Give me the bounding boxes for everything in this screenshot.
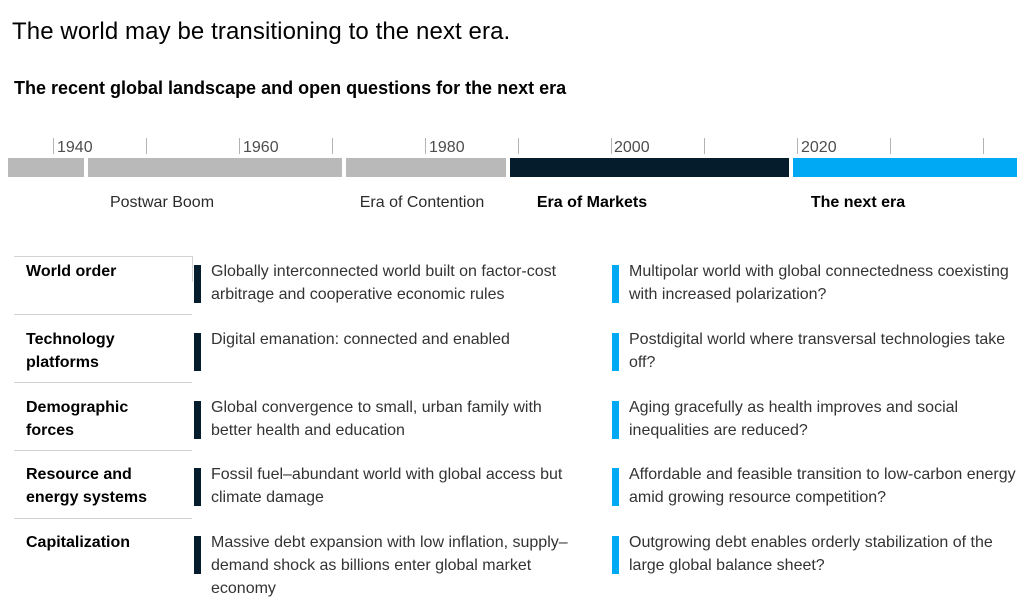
era-bar-prewar: [8, 158, 84, 177]
row-label-technology-platforms: Technology platforms: [26, 331, 115, 371]
row-rule: [14, 382, 192, 383]
next-era-text: Multipolar world with global connectedne…: [629, 263, 1009, 303]
row-label-world-order: World order: [26, 263, 117, 280]
next-era-marker: [612, 333, 619, 371]
era-label-era-of-markets: Era of Markets: [536, 194, 648, 211]
next-era-text: Postdigital world where transversal tech…: [629, 331, 1006, 371]
recent-era-text: Global convergence to small, urban famil…: [211, 399, 542, 439]
timeline-tick: [425, 138, 426, 154]
timeline-tick: [239, 138, 240, 154]
row-rule: [14, 256, 192, 257]
timeline-tick: [146, 138, 147, 154]
year-label-2020: 2020: [801, 139, 837, 156]
row-rule: [14, 314, 192, 315]
page-title: The world may be transitioning to the ne…: [12, 18, 511, 45]
recent-era-text: Globally interconnected world built on f…: [211, 263, 557, 303]
era-bar-next-era: [793, 158, 1017, 177]
row-label-resource-energy-systems: Resource and energy systems: [26, 466, 147, 506]
era-label-next-era: The next era: [810, 194, 906, 211]
row-divider-vertical: [192, 256, 193, 282]
next-era-text: Affordable and feasible transition to lo…: [629, 466, 1016, 506]
timeline-tick: [983, 138, 984, 154]
row-rule: [14, 518, 192, 519]
year-label-1980: 1980: [429, 139, 465, 156]
next-era-marker: [612, 468, 619, 506]
year-label-1940: 1940: [57, 139, 93, 156]
era-label-postwar-boom: Postwar Boom: [109, 194, 215, 211]
recent-era-marker: [194, 536, 201, 574]
recent-era-marker: [194, 468, 201, 506]
recent-era-marker: [194, 265, 201, 303]
era-bar-postwar-boom: [88, 158, 342, 177]
era-bar-era-of-contention: [346, 158, 506, 177]
recent-era-text: Massive debt expansion with low inflatio…: [211, 534, 568, 597]
timeline-tick: [797, 138, 798, 154]
timeline-tick: [518, 138, 519, 154]
next-era-marker: [612, 265, 619, 303]
recent-era-marker: [194, 401, 201, 439]
year-label-1960: 1960: [243, 139, 279, 156]
era-label-era-of-contention: Era of Contention: [359, 194, 485, 211]
timeline-tick: [332, 138, 333, 154]
recent-era-text: Digital emanation: connected and enabled: [211, 331, 510, 348]
next-era-marker: [612, 401, 619, 439]
timeline-tick: [611, 138, 612, 154]
row-label-demographic-forces: Demographic forces: [26, 399, 129, 439]
recent-era-marker: [194, 333, 201, 371]
chart-subtitle: The recent global landscape and open que…: [14, 78, 567, 98]
era-bar-era-of-markets: [510, 158, 789, 177]
era-timeline: 1940 1960 1980 2000 2020 Postwar Boom Er…: [0, 130, 1024, 230]
timeline-tick: [53, 138, 54, 154]
row-label-capitalization: Capitalization: [26, 534, 131, 551]
next-era-marker: [612, 536, 619, 574]
next-era-text: Aging gracefully as health improves and …: [629, 399, 959, 439]
timeline-tick: [890, 138, 891, 154]
year-label-2000: 2000: [614, 139, 650, 156]
recent-era-text: Fossil fuel–abundant world with global a…: [211, 466, 563, 506]
timeline-tick: [704, 138, 705, 154]
row-rule: [14, 450, 192, 451]
next-era-text: Outgrowing debt enables orderly stabiliz…: [629, 534, 993, 574]
